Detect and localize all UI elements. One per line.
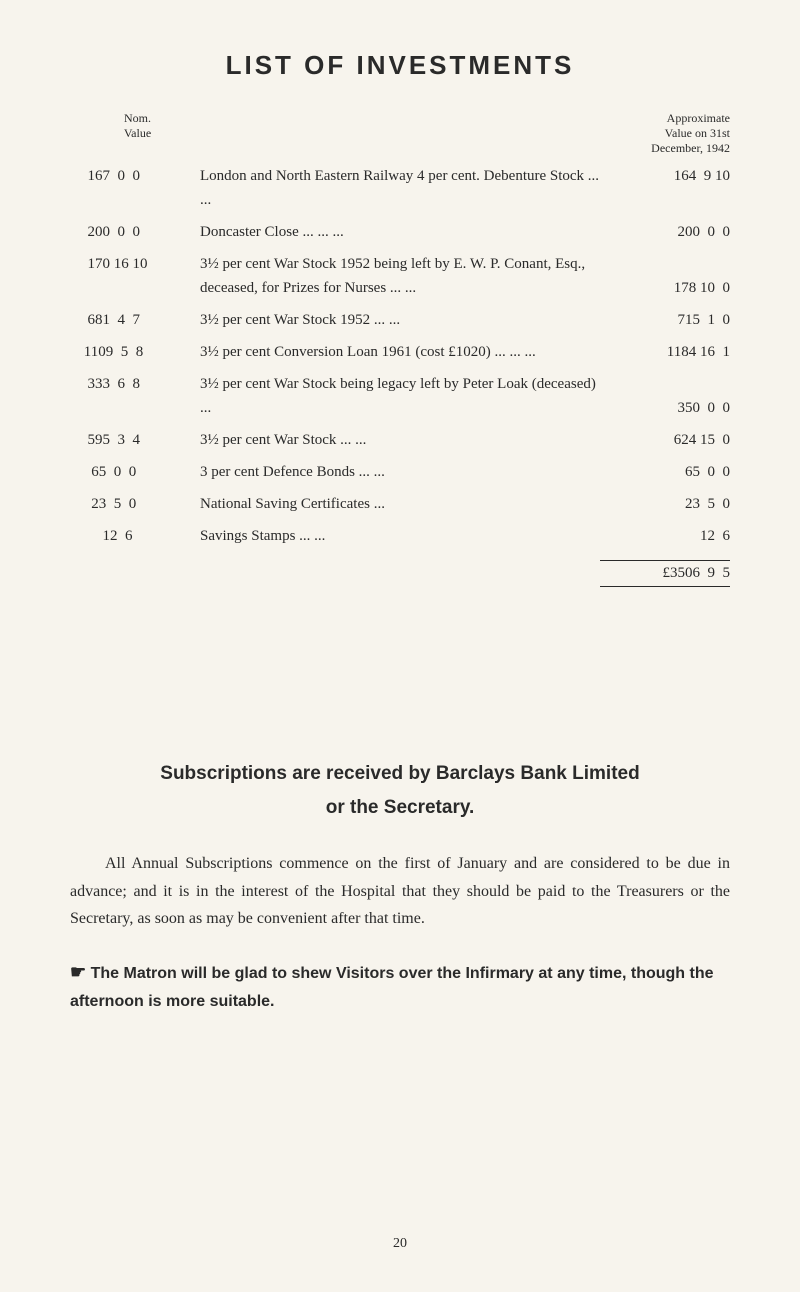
approx-value: 65 0 0 [610, 460, 730, 484]
description: 3½ per cent Conversion Loan 1961 (cost £… [190, 340, 610, 364]
nom-value: 23 5 0 [70, 492, 190, 516]
nom-value: 170 16 10 [70, 252, 190, 276]
pointer-icon: ☛ [70, 962, 86, 982]
nom-value: 681 4 7 [70, 308, 190, 332]
approx-value: 23 5 0 [610, 492, 730, 516]
header-approx: Approximate Value on 31st December, 1942 [580, 111, 730, 156]
description: Doncaster Close ... ... ... [190, 220, 610, 244]
approx-value: 12 6 [610, 524, 730, 548]
nom-value: 333 6 8 [70, 372, 190, 396]
body-paragraph: All Annual Subscriptions commence on the… [70, 850, 730, 932]
description: 3 per cent Defence Bonds ... ... [190, 460, 610, 484]
description: Savings Stamps ... ... [190, 524, 610, 548]
subscriptions-line2: or the Secretary. [70, 791, 730, 825]
nom-value: 1109 5 8 [70, 340, 190, 364]
nom-value: 65 0 0 [70, 460, 190, 484]
table-row: 65 0 0 3 per cent Defence Bonds ... ... … [70, 460, 730, 484]
subscriptions-line1: Subscriptions are received by Barclays B… [70, 757, 730, 791]
approx-value: 178 10 0 [610, 276, 730, 300]
description: 3½ per cent War Stock 1952 ... ... [190, 308, 610, 332]
nom-value: 200 0 0 [70, 220, 190, 244]
approx-value: 350 0 0 [610, 396, 730, 420]
nom-value: 595 3 4 [70, 428, 190, 452]
approx-value: 1184 16 1 [610, 340, 730, 364]
table-row: 23 5 0 National Saving Certificates ... … [70, 492, 730, 516]
approx-value: 624 15 0 [610, 428, 730, 452]
table-row: 681 4 7 3½ per cent War Stock 1952 ... .… [70, 308, 730, 332]
header-nom: Nom. Value [70, 111, 190, 156]
description: National Saving Certificates ... [190, 492, 610, 516]
table-row: 12 6 Savings Stamps ... ... 12 6 [70, 524, 730, 548]
table-header: Nom. Value Approximate Value on 31st Dec… [70, 111, 730, 156]
table-row: 595 3 4 3½ per cent War Stock ... ... 62… [70, 428, 730, 452]
total-value: £3506 9 5 [600, 560, 730, 587]
approx-value: 715 1 0 [610, 308, 730, 332]
description: 3½ per cent War Stock ... ... [190, 428, 610, 452]
approx-value: 164 9 10 [610, 164, 730, 188]
nom-value: 12 6 [70, 524, 190, 548]
notice-content: The Matron will be glad to shew Visitors… [70, 965, 714, 1010]
description: 3½ per cent War Stock 1952 being left by… [190, 252, 610, 300]
description: London and North Eastern Railway 4 per c… [190, 164, 610, 212]
page-number: 20 [0, 1236, 800, 1252]
table-row: 167 0 0 London and North Eastern Railway… [70, 164, 730, 212]
table-row: 333 6 8 3½ per cent War Stock being lega… [70, 372, 730, 420]
table-row: 1109 5 8 3½ per cent Conversion Loan 196… [70, 340, 730, 364]
subscriptions-heading: Subscriptions are received by Barclays B… [70, 757, 730, 825]
table-row: 170 16 10 3½ per cent War Stock 1952 bei… [70, 252, 730, 300]
description: 3½ per cent War Stock being legacy left … [190, 372, 610, 420]
approx-value: 200 0 0 [610, 220, 730, 244]
total-row: £3506 9 5 [70, 560, 730, 587]
table-row: 200 0 0 Doncaster Close ... ... ... 200 … [70, 220, 730, 244]
nom-value: 167 0 0 [70, 164, 190, 188]
page-title: LIST OF INVESTMENTS [70, 50, 730, 81]
notice-text: ☛ The Matron will be glad to shew Visito… [70, 957, 730, 1015]
